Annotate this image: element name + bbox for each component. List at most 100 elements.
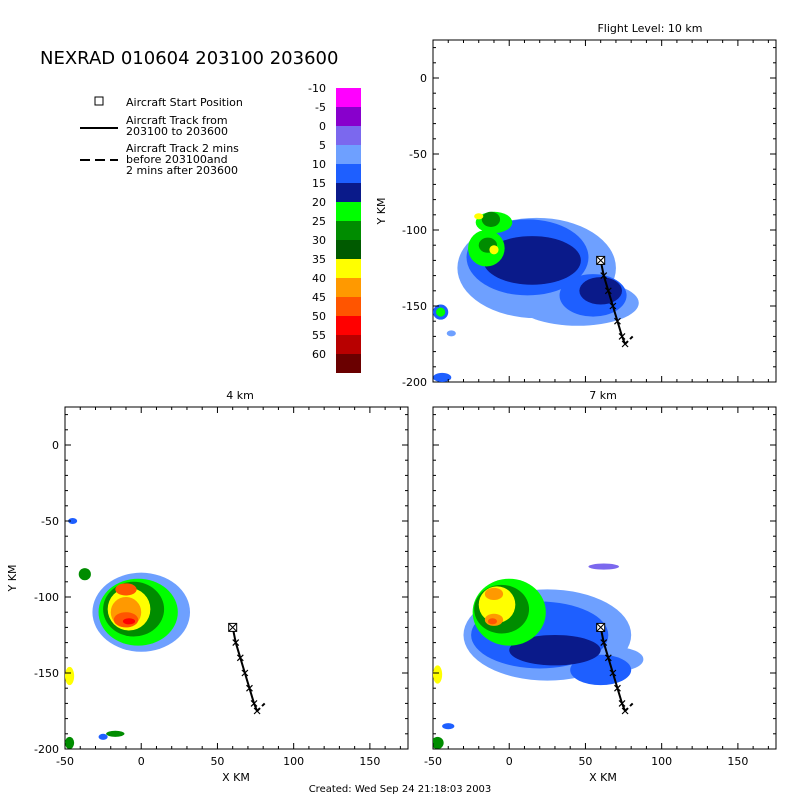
track-marker <box>600 639 608 647</box>
colorbar-level-label: 25 <box>312 215 326 228</box>
colorbar-level-label: 20 <box>312 196 326 209</box>
colorbar-swatch <box>336 354 361 373</box>
panel-10km-ylabel: Y KM <box>375 198 388 226</box>
colorbar-swatch <box>336 259 361 278</box>
radar-echo <box>65 666 75 686</box>
x-tick-label: 50 <box>578 755 592 768</box>
panel-10km-echoes <box>433 211 639 382</box>
y-tick-label: -200 <box>402 376 427 389</box>
track-marker <box>614 317 621 325</box>
colorbar-swatch <box>336 107 361 126</box>
colorbar-level-label: 30 <box>312 234 326 247</box>
track-ext-legend-label-1: Aircraft Track 2 mins <box>126 142 239 155</box>
legend: Aircraft Start Position Aircraft Track f… <box>80 96 243 177</box>
radar-echo <box>570 654 632 686</box>
panel-7km-title: 7 km <box>589 389 617 402</box>
track-marker <box>604 654 612 662</box>
start-position-cross <box>596 256 606 265</box>
colorbar-swatch <box>336 202 361 221</box>
track-legend-label-1: Aircraft Track from <box>126 114 228 127</box>
radar-echo <box>442 723 455 730</box>
track-marker <box>609 302 617 310</box>
panel-4km-axes: -50 0 50 100 150 0 -50 -100 -150 -200 <box>34 407 408 768</box>
panel-4km-xlabel: X KM <box>222 771 250 784</box>
x-tick-label: 100 <box>283 755 304 768</box>
start-position-legend-marker <box>94 96 104 106</box>
colorbar-swatch <box>336 335 361 354</box>
colorbar-swatch <box>336 221 361 240</box>
x-tick-label: 0 <box>138 755 145 768</box>
track-marker <box>236 654 244 662</box>
panel-10km-title: Flight Level: 10 km <box>597 22 702 35</box>
y-tick-label: -150 <box>402 300 427 313</box>
x-tick-label: 50 <box>210 755 224 768</box>
x-tick-label: 0 <box>506 755 513 768</box>
track-marker <box>241 669 249 677</box>
track-legend-label-2: 203100 to 203600 <box>126 125 228 138</box>
track-marker <box>621 340 629 348</box>
colorbar-level-label: 60 <box>312 348 326 361</box>
radar-echo <box>446 330 456 337</box>
x-tick-label: -50 <box>56 755 74 768</box>
radar-echo <box>78 568 91 581</box>
colorbar-level-label: 15 <box>312 177 326 190</box>
x-tick-label: 100 <box>651 755 672 768</box>
panel-4km-track <box>228 622 266 715</box>
footer-created: Created: Wed Sep 24 21:18:03 2003 <box>309 784 492 795</box>
panel-4km-frame <box>64 406 409 750</box>
radar-echo <box>433 372 452 382</box>
y-tick-label: -200 <box>34 743 59 756</box>
start-position-cross <box>596 623 606 632</box>
radar-echo <box>474 213 484 220</box>
track-marker <box>250 699 258 707</box>
panel-7km: 7 km X KM -50 0 50 100 150 <box>424 389 777 784</box>
panel-7km-track <box>596 622 634 715</box>
track-marker <box>621 707 629 715</box>
colorbar-level-label: 55 <box>312 329 326 342</box>
colorbar-swatch <box>336 278 361 297</box>
track-marker <box>246 684 253 692</box>
radar-echo <box>115 583 137 596</box>
track-marker <box>232 639 240 647</box>
x-tick-label: -50 <box>424 755 442 768</box>
panel-10km-axes: 0 -50 -100 -150 -200 <box>402 40 776 389</box>
radar-echo <box>65 736 75 749</box>
panel-7km-axes: -50 0 50 100 150 <box>424 407 776 768</box>
radar-echo <box>433 736 444 749</box>
radar-echo <box>122 618 136 625</box>
radar-echo <box>433 665 443 684</box>
radar-echo <box>98 733 108 740</box>
colorbar-level-label: -10 <box>308 82 326 95</box>
y-tick-label: -50 <box>41 515 59 528</box>
reflectivity-colorbar: -10 -5 0 5 10 15 20 25 30 35 40 45 50 55 60 <box>308 82 361 373</box>
y-tick-label: -50 <box>409 148 427 161</box>
y-tick-label: 0 <box>52 439 59 452</box>
radar-echo <box>481 211 501 227</box>
y-tick-label: -100 <box>34 591 59 604</box>
colorbar-level-label: 40 <box>312 272 326 285</box>
x-tick-label: 150 <box>727 755 748 768</box>
colorbar-swatch <box>336 88 361 107</box>
radar-echo <box>487 618 498 625</box>
panel-10km: Flight Level: 10 km Y KM 0 -50 -100 -150 -20… <box>375 22 777 389</box>
radar-echo <box>483 236 581 285</box>
colorbar-swatch <box>336 126 361 145</box>
radar-echo <box>509 635 601 666</box>
panel-4km: 4 km Y KM X KM -50 0 50 100 1500-50-100-150-… <box>6 389 409 784</box>
colorbar-swatch <box>336 164 361 183</box>
panel-4km-ylabel: Y KM <box>6 565 19 593</box>
colorbar-swatch <box>336 145 361 164</box>
x-tick-label: 150 <box>359 755 380 768</box>
panel-7km-frame <box>432 406 777 750</box>
y-tick-label: 0 <box>420 72 427 85</box>
colorbar-level-label: 5 <box>319 139 326 152</box>
colorbar-swatch <box>336 297 361 316</box>
y-tick-label: -150 <box>34 667 59 680</box>
radar-echo <box>489 245 499 255</box>
panel-4km-title: 4 km <box>226 389 254 402</box>
y-tick-label: -100 <box>402 224 427 237</box>
track-marker <box>253 707 261 715</box>
colorbar-level-label: -5 <box>315 101 326 114</box>
panel-10km-frame <box>432 39 777 383</box>
